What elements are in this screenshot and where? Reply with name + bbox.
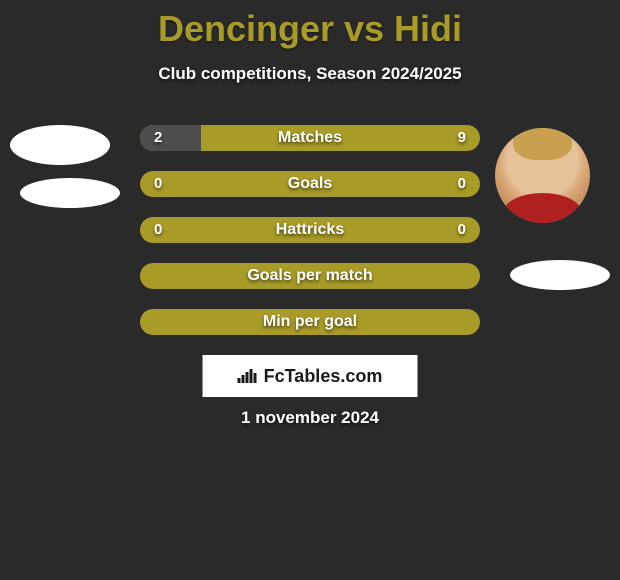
stat-label: Hattricks [140, 217, 480, 243]
player-right-avatar-1 [495, 128, 590, 223]
stat-label: Matches [140, 125, 480, 151]
site-logo: FcTables.com [203, 355, 418, 397]
stat-label: Min per goal [140, 309, 480, 335]
stat-bar: Goals per match [140, 263, 480, 289]
stat-label: Goals [140, 171, 480, 197]
stat-bar: Min per goal [140, 309, 480, 335]
stat-bar: 00Hattricks [140, 217, 480, 243]
stat-bars: 29Matches 00Goals 00Hattricks Goals per mat… [140, 125, 480, 355]
player-right-avatar-2 [510, 260, 610, 290]
page-title: Dencinger vs Hidi [0, 8, 620, 50]
date-caption: 1 november 2024 [0, 408, 620, 428]
logo-text: FcTables.com [264, 366, 383, 387]
stat-bar: 29Matches [140, 125, 480, 151]
player-left-avatar-1 [10, 125, 110, 165]
player-left-avatar-2 [20, 178, 120, 208]
comparison-card: Dencinger vs Hidi Club competitions, Sea… [0, 0, 620, 580]
stat-bar: 00Goals [140, 171, 480, 197]
page-subtitle: Club competitions, Season 2024/2025 [0, 64, 620, 84]
stat-label: Goals per match [140, 263, 480, 289]
bar-chart-icon [238, 369, 258, 383]
